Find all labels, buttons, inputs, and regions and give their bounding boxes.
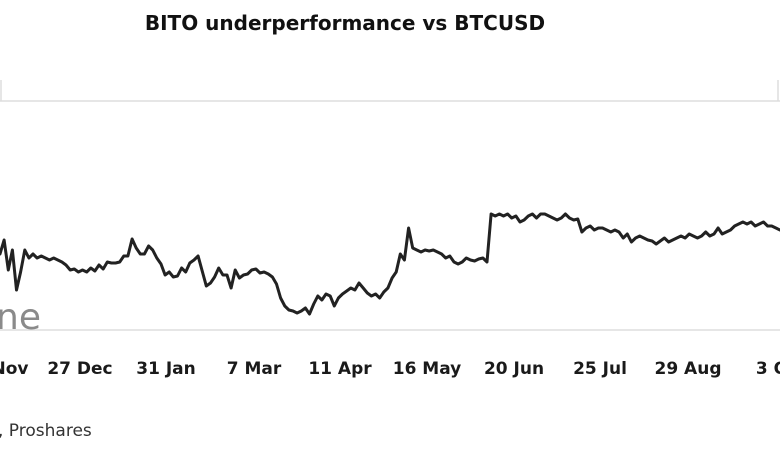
x-axis-ticks: Nov 27 Dec 31 Jan 7 Mar 11 Apr 16 May 20 Jun 25… <box>0 359 780 379</box>
x-tick-label: 16 May <box>393 359 462 379</box>
x-tick-label: 7 Mar <box>227 359 282 379</box>
x-tick-label: 29 Aug <box>654 359 721 379</box>
vertical-gridlines <box>0 80 779 101</box>
chart-title: BITO underperformance vs BTCUSD <box>145 11 545 35</box>
x-tick-label: Nov <box>0 359 29 379</box>
x-tick-label: 11 Apr <box>308 359 372 379</box>
source-text: , Proshares <box>0 421 92 441</box>
x-tick-label: 31 Jan <box>136 359 195 379</box>
x-tick-label: 27 Dec <box>47 359 112 379</box>
x-tick-label: 3 O <box>756 359 780 379</box>
series-line <box>0 212 780 316</box>
watermark-text: ne <box>0 297 41 338</box>
x-tick-label: 25 Jul <box>573 359 627 379</box>
x-tick-label: 20 Jun <box>484 359 544 379</box>
